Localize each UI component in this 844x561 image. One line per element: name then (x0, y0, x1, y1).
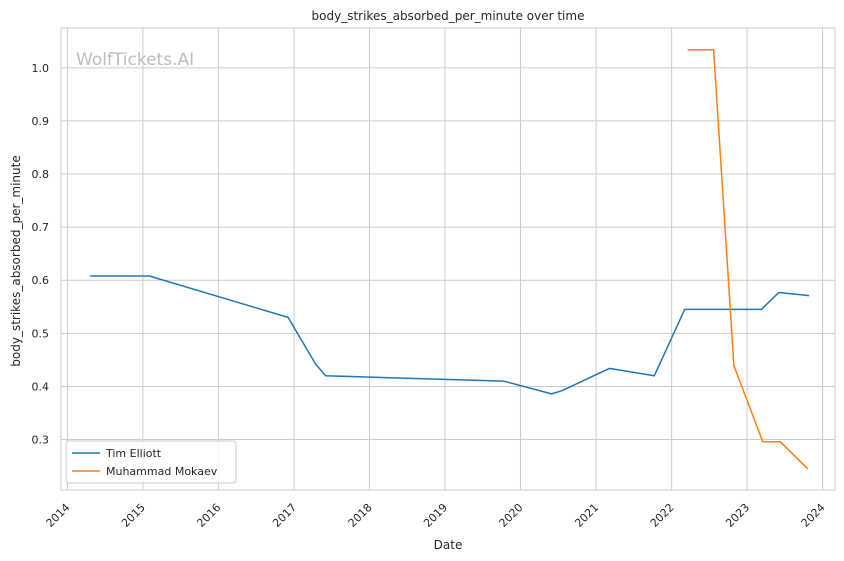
x-axis-label: Date (434, 538, 463, 552)
y-tick-label: 0.8 (32, 168, 50, 181)
y-axis-label: body_strikes_absorbed_per_minute (9, 155, 23, 366)
plot-area (60, 27, 836, 491)
y-tick-label: 0.7 (32, 221, 50, 234)
y-tick-label: 0.6 (32, 274, 50, 287)
legend-label-tim-elliott: Tim Elliott (105, 447, 162, 460)
legend-label-muhammad-mokaev: Muhammad Mokaev (106, 465, 218, 478)
grid (61, 28, 835, 490)
y-tick-label: 0.9 (32, 115, 50, 128)
y-tick-label: 1.0 (32, 62, 50, 75)
legend-box (65, 440, 237, 484)
y-tick-label: 0.4 (32, 380, 50, 393)
watermark: WolfTickets.AI (76, 50, 194, 70)
legend: Tim Elliott Muhammad Mokaev (65, 440, 237, 484)
y-tick-label: 0.3 (32, 434, 50, 447)
series-line-tim-elliott (90, 275, 810, 395)
chart-title: body_strikes_absorbed_per_minute over ti… (312, 9, 585, 23)
y-tick-label: 0.5 (32, 327, 50, 340)
series-line-muhammad-mokaev (687, 49, 809, 470)
series-layer (90, 49, 810, 470)
